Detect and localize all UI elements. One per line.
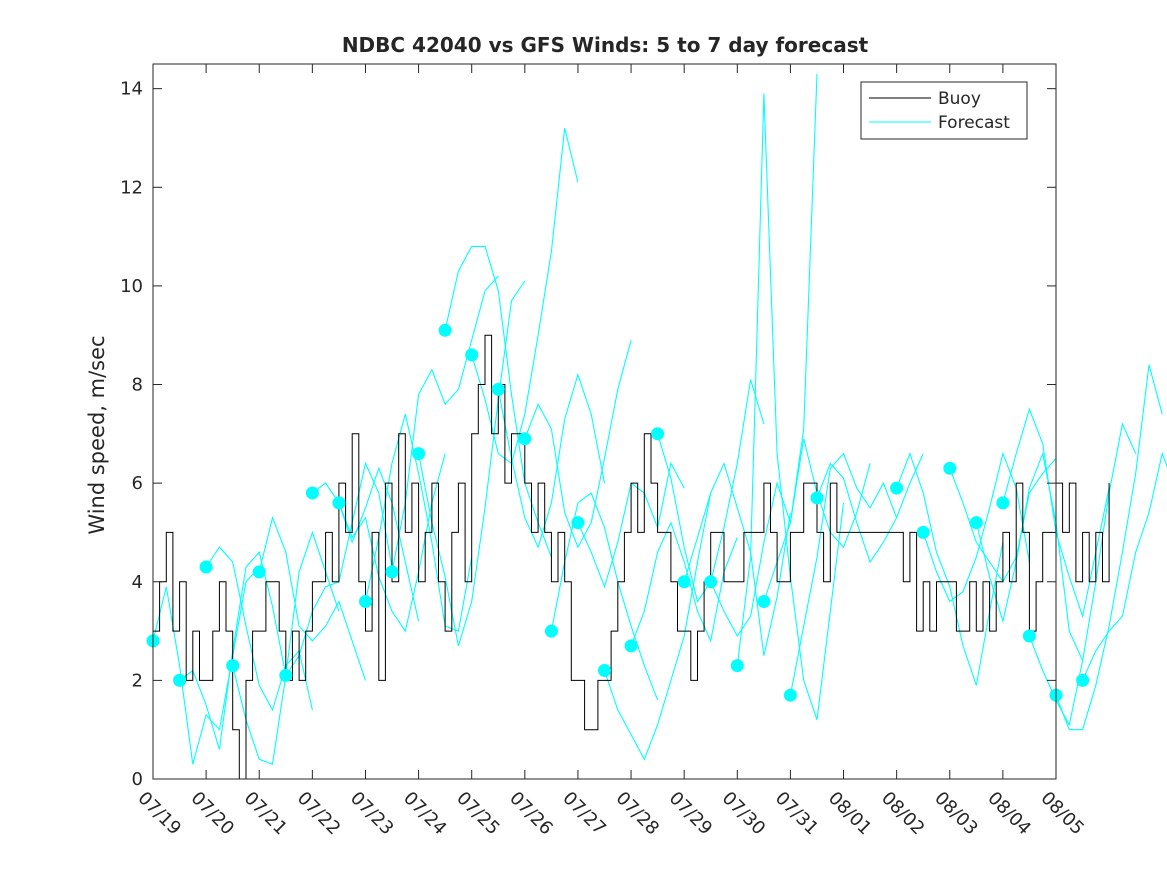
y-tick-label: 14 xyxy=(120,79,143,100)
forecast-point-7 xyxy=(332,496,346,510)
legend-box xyxy=(860,81,1028,140)
forecast-point-29 xyxy=(969,516,983,530)
forecast-run-line-26 xyxy=(896,451,1004,686)
forecast-point-16 xyxy=(571,516,585,530)
forecast-point-26 xyxy=(890,481,904,495)
forecast-point-21 xyxy=(704,575,718,589)
axes-box xyxy=(152,63,1057,780)
forecast-point-11 xyxy=(438,323,452,337)
forecast-point-30 xyxy=(996,496,1010,510)
forecast-run-line-18 xyxy=(630,521,738,647)
forecast-point-33 xyxy=(1076,673,1090,687)
forecast-run-line-14 xyxy=(524,339,632,549)
forecast-run-line-11 xyxy=(444,245,552,558)
forecast-run-line-25 xyxy=(816,453,924,564)
forecast-point-6 xyxy=(305,486,319,500)
y-tick-label: 12 xyxy=(120,177,143,198)
forecast-point-12 xyxy=(465,348,479,362)
legend: Buoy Forecast xyxy=(860,81,1028,140)
forecast-run-line-4 xyxy=(258,515,367,681)
legend-forecast-label: Forecast xyxy=(938,113,1010,133)
forecast-run-line-2 xyxy=(205,546,313,712)
forecast-point-27 xyxy=(916,525,930,539)
forecast-run-line-7 xyxy=(338,453,446,633)
forecast-run-line-21 xyxy=(710,73,818,638)
forecast-point-17 xyxy=(598,664,611,677)
forecast-point-28 xyxy=(943,461,957,475)
forecast-point-18 xyxy=(624,639,638,653)
forecast-run-line-15 xyxy=(550,492,659,701)
forecast-point-24 xyxy=(783,688,797,702)
y-tick-label: 0 xyxy=(132,769,143,790)
chart-title: NDBC 42040 vs GFS Winds: 5 to 7 day fore… xyxy=(342,33,869,57)
forecast-point-3 xyxy=(226,659,240,673)
forecast-run-line-24 xyxy=(789,452,898,696)
forecast-point-31 xyxy=(1022,629,1036,643)
forecast-point-2 xyxy=(199,560,213,574)
forecast-point-10 xyxy=(412,447,426,461)
forecast-point-20 xyxy=(677,575,691,589)
y-tick-label: 6 xyxy=(132,473,143,494)
forecast-point-4 xyxy=(252,565,266,579)
y-tick-label: 4 xyxy=(132,572,143,593)
forecast-run-line-29 xyxy=(975,451,1084,661)
forecast-run-line-20 xyxy=(683,461,791,656)
buoy-line xyxy=(153,334,1110,780)
forecast-run-line-10 xyxy=(418,280,526,647)
y-tick-label: 10 xyxy=(120,276,143,297)
forecast-point-19 xyxy=(651,427,665,441)
forecast-run-line-32 xyxy=(1055,364,1163,731)
forecast-run-line-6 xyxy=(312,466,420,622)
forecast-point-13 xyxy=(491,382,505,396)
forecast-run-line-9 xyxy=(391,275,499,573)
forecast-run-line-33 xyxy=(1082,451,1167,681)
y-axis-label: Wind speed, m/sec xyxy=(85,335,109,534)
forecast-point-9 xyxy=(385,565,399,579)
y-tick-label: 2 xyxy=(132,670,143,691)
forecast-run-line-17 xyxy=(603,492,712,761)
forecast-point-25 xyxy=(810,491,824,505)
forecast-point-1 xyxy=(173,673,187,687)
forecast-point-22 xyxy=(730,659,744,673)
forecast-run-line-13 xyxy=(497,372,606,549)
forecast-point-23 xyxy=(757,595,771,608)
y-tick-label: 8 xyxy=(132,375,143,396)
forecast-run-line-12 xyxy=(471,127,579,465)
forecast-run-line-8 xyxy=(364,413,473,632)
forecast-point-5 xyxy=(279,668,293,682)
forecast-point-15 xyxy=(544,624,558,638)
forecast-point-14 xyxy=(518,432,532,446)
forecast-point-8 xyxy=(359,595,372,608)
legend-buoy-label: Buoy xyxy=(938,89,981,109)
